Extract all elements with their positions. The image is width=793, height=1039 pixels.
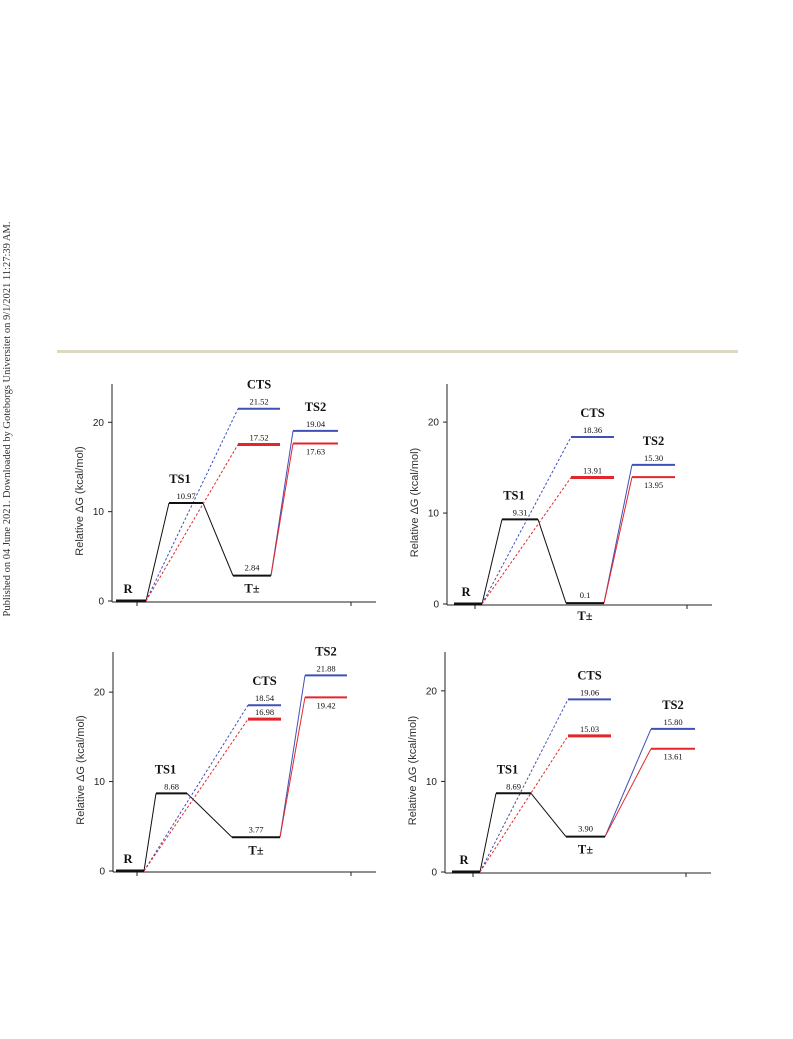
value-label-ts2-blue: 21.88: [316, 663, 335, 673]
state-label-ts1: TS1: [497, 762, 519, 776]
state-label-ts1: TS1: [503, 488, 525, 502]
connector-r-cts-red: [479, 735, 569, 873]
value-label-ts1: 8.68: [164, 781, 179, 791]
state-label-t: T±: [578, 843, 593, 857]
connector-ts1-t: [186, 793, 233, 838]
y-tick-label: 20: [428, 418, 440, 429]
value-label-ts2-red: 19.42: [316, 700, 335, 710]
state-label-cts: CTS: [252, 674, 276, 688]
value-label-cts-blue: 18.36: [583, 425, 602, 435]
y-axis-label: Relative ΔG (kcal/mol): [409, 448, 421, 557]
connector-r-ts1: [479, 793, 497, 873]
value-label-cts-red: 17.52: [249, 432, 268, 442]
value-label-cts-blue: 18.54: [255, 693, 275, 703]
value-label-ts2-red: 13.95: [644, 480, 663, 490]
value-label-ts2-blue: 19.04: [306, 419, 326, 429]
value-label-cts-red: 16.98: [255, 707, 274, 717]
value-label-ts2-red: 17.63: [306, 446, 325, 456]
y-tick-label: 10: [93, 507, 105, 518]
value-label-ts2-blue: 15.80: [663, 717, 682, 727]
connector-ts1-t: [202, 502, 234, 576]
connector-r-ts1: [481, 519, 503, 605]
header-divider: [57, 350, 738, 353]
connector-r-cts-blue: [143, 704, 249, 872]
connector-t-ts2-red: [270, 443, 294, 576]
value-label-t: 0.1: [580, 590, 591, 600]
y-tick-label: 10: [94, 777, 106, 788]
y-tick-label: 0: [99, 867, 105, 878]
value-label-cts-blue: 21.52: [249, 397, 268, 407]
state-label-t: T±: [248, 843, 263, 857]
connector-ts1-t: [530, 792, 567, 837]
value-label-ts1: 10.97: [176, 491, 195, 501]
y-tick-label: 10: [428, 509, 440, 520]
connector-r-cts-blue: [481, 436, 572, 605]
y-tick-label: 10: [426, 777, 438, 788]
state-label-cts: CTS: [247, 378, 271, 392]
y-axis-label: Relative ΔG (kcal/mol): [74, 446, 86, 555]
energy-diagram-1: 0 10 20 Relative ΔG (kcal/mol) 10.97 2.84 21.5…: [74, 378, 376, 608]
state-label-cts: CTS: [580, 406, 604, 420]
connector-t-ts2-red: [279, 697, 306, 838]
value-label-ts2-red: 13.61: [663, 752, 682, 762]
y-tick-label: 0: [98, 597, 104, 608]
value-label-cts-blue: 19.06: [580, 687, 599, 697]
state-label-t: T±: [244, 582, 259, 596]
y-tick-label: 0: [431, 868, 437, 879]
value-label-ts2-blue: 15.30: [644, 453, 663, 463]
state-label-ts2: TS2: [315, 644, 337, 658]
value-label-t: 2.84: [245, 563, 261, 573]
energy-diagram-4: 0 10 20 Relative ΔG (kcal/mol) 8.69 3.90 19.06…: [407, 652, 711, 879]
connector-r-cts-red: [143, 718, 249, 872]
connector-t-ts2-red: [603, 477, 633, 604]
energy-diagram-2: 0 10 20 Relative ΔG (kcal/mol) 9.31 0.1 18.36 1…: [409, 384, 712, 623]
state-label-ts1: TS1: [155, 762, 177, 776]
energy-diagram-3: 0 10 20 Relative ΔG (kcal/mol) 8.68 3.77 18.54…: [75, 644, 376, 878]
connector-t-ts2-blue: [279, 675, 306, 838]
value-label-ts1: 8.69: [506, 781, 521, 791]
state-label-r: R: [459, 853, 469, 867]
state-label-ts1: TS1: [169, 472, 191, 486]
y-tick-label: 0: [433, 600, 439, 611]
connector-r-ts1: [145, 502, 170, 602]
state-label-ts2: TS2: [305, 400, 327, 414]
value-label-t: 3.77: [249, 824, 264, 834]
state-label-ts2: TS2: [662, 698, 684, 712]
state-label-t: T±: [577, 609, 592, 623]
state-label-r: R: [461, 585, 471, 599]
value-label-ts1: 9.31: [513, 507, 528, 517]
connector-r-ts1: [143, 793, 157, 872]
connector-r-cts-red: [145, 444, 239, 602]
connector-r-cts-blue: [145, 408, 239, 602]
connector-t-ts2-blue: [604, 728, 652, 837]
value-label-cts-red: 15.03: [580, 724, 599, 734]
y-tick-label: 20: [94, 688, 106, 699]
state-label-r: R: [123, 852, 133, 866]
connector-ts1-t: [537, 519, 567, 604]
connector-t-ts2-red: [604, 748, 652, 837]
connector-r-cts-red: [481, 477, 572, 605]
state-label-r: R: [123, 582, 133, 596]
value-label-cts-red: 13.91: [583, 465, 602, 475]
connector-r-cts-blue: [479, 699, 569, 873]
value-label-t: 3.90: [578, 824, 593, 834]
y-axis-label: Relative ΔG (kcal/mol): [75, 715, 87, 824]
state-label-ts2: TS2: [643, 434, 665, 448]
y-tick-label: 20: [93, 418, 105, 429]
state-label-cts: CTS: [577, 668, 601, 682]
y-tick-label: 20: [426, 686, 438, 697]
y-axis-label: Relative ΔG (kcal/mol): [407, 716, 419, 825]
